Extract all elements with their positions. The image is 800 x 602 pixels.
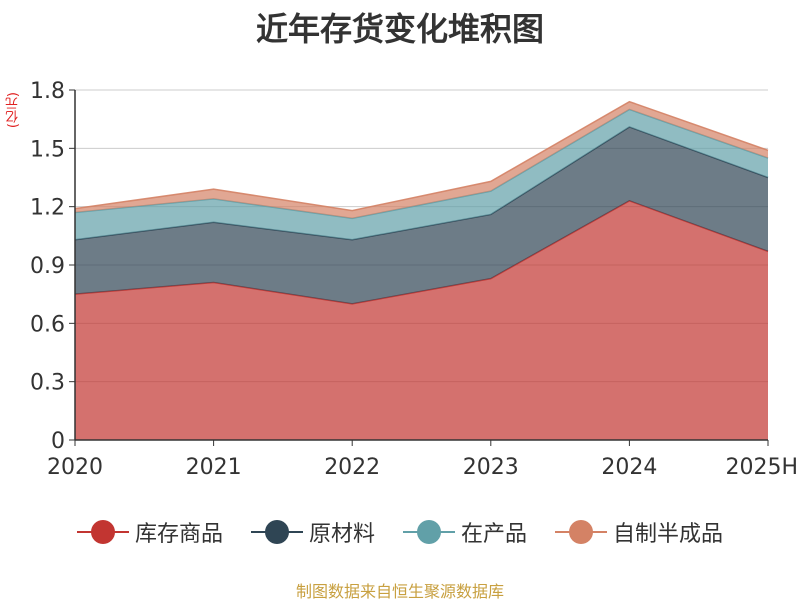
legend: 库存商品 原材料 在产品 自制半成品 (0, 516, 800, 548)
chart-title: 近年存货变化堆积图 (255, 10, 544, 48)
legend-label: 自制半成品 (613, 522, 724, 547)
x-tick-label: 2021 (186, 455, 242, 480)
area-series (74, 100, 769, 440)
legend-marker (403, 518, 455, 546)
x-tick-label: 2023 (463, 455, 519, 480)
legend-marker (76, 518, 129, 546)
data-source-note: 制图数据来自恒生聚源数据库 (295, 582, 504, 601)
x-tick-label: 2024 (601, 455, 657, 480)
legend-marker (555, 518, 608, 546)
legend-label: 库存商品 (134, 522, 223, 547)
area-series-0 (75, 200, 768, 440)
y-tick-label: 0 (51, 429, 65, 454)
legend-label: 原材料 (308, 522, 375, 547)
legend-marker (250, 518, 303, 546)
x-tick-label: 2020 (47, 455, 103, 480)
legend-item-raw-materials[interactable]: 原材料 (250, 516, 375, 548)
legend-item-semi-finished[interactable]: 自制半成品 (555, 516, 723, 548)
tick-labels: 0 0.3 0.6 0.9 1.2 1.5 1.8 2020 2021 2022 2023 2024 2… (30, 79, 798, 480)
x-tick-label: 2025H (725, 455, 798, 480)
axes (69, 89, 769, 446)
x-tick-label: 2022 (324, 455, 380, 480)
y-tick-label: 1.5 (30, 137, 65, 162)
area-series-1 (75, 126, 768, 304)
y-tick-label: 0.6 (30, 312, 65, 337)
legend-label: 在产品 (461, 522, 528, 547)
area-series-2 (75, 109, 768, 240)
y-tick-label: 0.9 (30, 254, 65, 279)
legend-item-work-in-progress[interactable]: 在产品 (403, 516, 527, 548)
y-tick-label: 1.2 (30, 196, 65, 221)
y-tick-label: 0.3 (30, 371, 65, 396)
legend-item-inventory-goods[interactable]: 库存商品 (76, 516, 223, 548)
series-line-3 (74, 100, 769, 212)
y-tick-label: 1.8 (30, 79, 65, 104)
